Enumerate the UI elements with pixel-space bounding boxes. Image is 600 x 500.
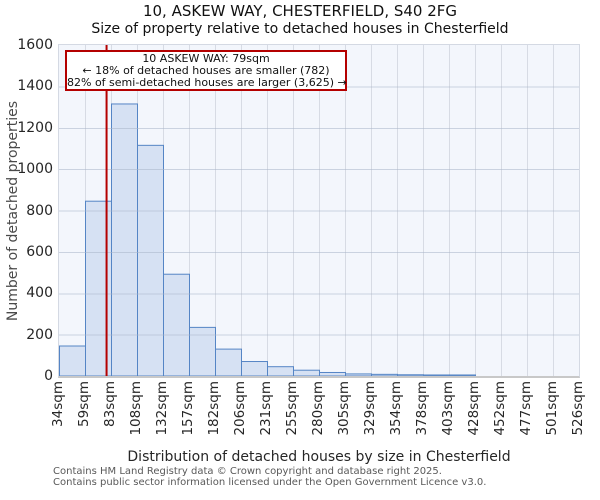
- footer-attribution: Contains HM Land Registry data © Crown c…: [53, 466, 486, 488]
- histogram-bar: [59, 345, 86, 376]
- x-tick-label: 59sqm: [76, 381, 92, 427]
- histogram-bar: [319, 371, 346, 376]
- x-tick-label: 305sqm: [336, 381, 352, 436]
- histogram-bar: [371, 373, 398, 376]
- x-tick-label: 182sqm: [206, 381, 222, 436]
- annotation-line-3: 82% of semi-detached houses are larger (…: [67, 76, 347, 89]
- y-tick-label: 800: [26, 202, 53, 219]
- x-tick-label: 329sqm: [362, 381, 378, 436]
- property-annotation-box: 10 ASKEW WAY: 79sqm ← 18% of detached ho…: [65, 50, 347, 91]
- x-tick-label: 378sqm: [414, 381, 430, 436]
- x-tick-label: 132sqm: [154, 381, 170, 436]
- footer-line-2: Contains public sector information licen…: [53, 477, 487, 488]
- x-tick-label: 206sqm: [232, 381, 248, 436]
- x-tick-label: 83sqm: [102, 381, 118, 427]
- y-tick-label: 200: [26, 326, 53, 343]
- x-tick-label: 403sqm: [440, 381, 456, 436]
- x-tick-label: 354sqm: [388, 381, 404, 436]
- y-tick-label: 1200: [17, 119, 53, 136]
- x-tick-label: 255sqm: [284, 381, 300, 436]
- x-tick-label: 157sqm: [180, 381, 196, 436]
- histogram-bar: [293, 369, 320, 376]
- y-tick-label: 400: [26, 285, 53, 302]
- x-axis-title: Distribution of detached houses by size …: [127, 449, 511, 465]
- plot-area: [58, 44, 580, 378]
- histogram-bar: [449, 374, 476, 376]
- histogram-bar: [85, 200, 112, 376]
- y-tick-label: 1600: [17, 37, 53, 53]
- chart-title: 10, ASKEW WAY, CHESTERFIELD, S40 2FG: [142, 2, 458, 20]
- y-tick-label: 600: [26, 243, 53, 260]
- x-tick-label: 231sqm: [258, 381, 274, 436]
- y-tick-label: 0: [44, 368, 53, 384]
- annotation-line-2: ← 18% of detached houses are smaller (78…: [82, 64, 330, 77]
- histogram-bar: [241, 361, 268, 376]
- x-tick-label: 280sqm: [310, 381, 326, 436]
- histogram-bar: [163, 273, 190, 376]
- histogram-bar: [397, 374, 424, 376]
- histogram-bar: [423, 374, 450, 376]
- x-tick-label: 428sqm: [466, 381, 482, 436]
- annotation-line-1: 10 ASKEW WAY: 79sqm: [142, 52, 270, 65]
- x-tick-label: 477sqm: [518, 381, 534, 436]
- histogram-bar: [345, 373, 372, 376]
- y-tick-label: 1000: [17, 161, 53, 178]
- x-tick-label: 501sqm: [544, 381, 560, 436]
- chart-subtitle: Size of property relative to detached ho…: [91, 21, 509, 37]
- footer-line-1: Contains HM Land Registry data © Crown c…: [53, 466, 442, 477]
- x-tick-label: 526sqm: [570, 381, 586, 436]
- histogram-bar: [215, 348, 242, 376]
- x-tick-label: 452sqm: [492, 381, 508, 436]
- histogram-bar: [267, 366, 294, 376]
- histogram-bar: [137, 144, 164, 376]
- x-tick-label: 108sqm: [128, 381, 144, 436]
- x-tick-label: 34sqm: [50, 381, 66, 427]
- histogram-bar: [111, 103, 138, 376]
- histogram-canvas: [59, 45, 579, 376]
- y-tick-label: 1400: [17, 78, 53, 95]
